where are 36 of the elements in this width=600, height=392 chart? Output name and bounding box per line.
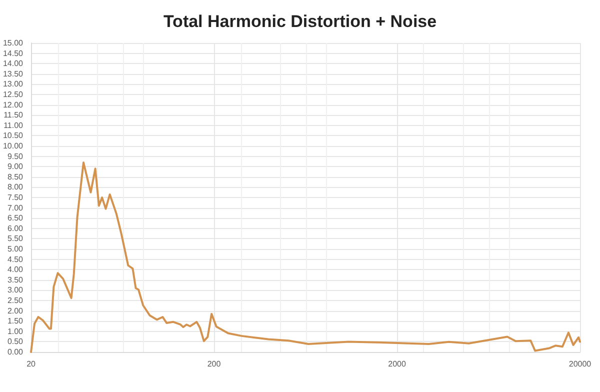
y-tick-label: 11.50: [4, 110, 24, 120]
y-tick-label: 8.00: [7, 182, 24, 192]
y-tick-label: 2.50: [7, 296, 24, 305]
y-tick-label: 1.00: [7, 326, 24, 336]
y-tick-label: 5.00: [7, 244, 24, 254]
y-tick-label: 9.00: [7, 162, 24, 172]
y-tick-label: 13.00: [2, 80, 24, 89]
y-tick-label: 3.50: [7, 275, 24, 284]
y-tick-label: 2.00: [7, 306, 24, 316]
y-tick-label: 6.50: [7, 214, 24, 223]
y-tick-label: 0.00: [7, 348, 24, 356]
y-tick-label: 15.00: [2, 38, 24, 48]
y-tick-label: 13.50: [2, 69, 24, 78]
x-tick-label: 2000: [388, 360, 406, 368]
x-tick-label: 20: [26, 360, 36, 368]
y-tick-label: 7.50: [7, 193, 24, 202]
y-tick-label: 1.50: [7, 316, 24, 326]
y-tick-label: 4.50: [7, 254, 24, 264]
y-tick-label: 3.00: [7, 286, 24, 295]
chart-title: Total Harmonic Distortion + Noise: [163, 12, 437, 31]
y-tick-label: 6.00: [7, 224, 24, 233]
y-tick-label: 14.00: [2, 59, 24, 68]
x-tick-label: 200: [207, 360, 222, 368]
y-tick-label: 7.00: [7, 203, 24, 212]
y-tick-label: 5.50: [7, 234, 24, 244]
y-tick-label: 0.50: [7, 337, 24, 346]
y-tick-label: 12.00: [2, 100, 24, 110]
y-tick-label: 8.50: [7, 172, 24, 182]
y-tick-label: 10.50: [2, 131, 24, 140]
y-tick-label: 4.00: [7, 265, 24, 274]
y-tick-label: 9.50: [7, 152, 24, 161]
y-tick-label: 10.00: [2, 142, 24, 150]
y-tick-label: 12.50: [2, 90, 24, 99]
y-tick-label: 11.00: [4, 120, 24, 130]
y-tick-label: 14.50: [2, 48, 24, 58]
x-tick-label: 20000: [568, 360, 592, 368]
